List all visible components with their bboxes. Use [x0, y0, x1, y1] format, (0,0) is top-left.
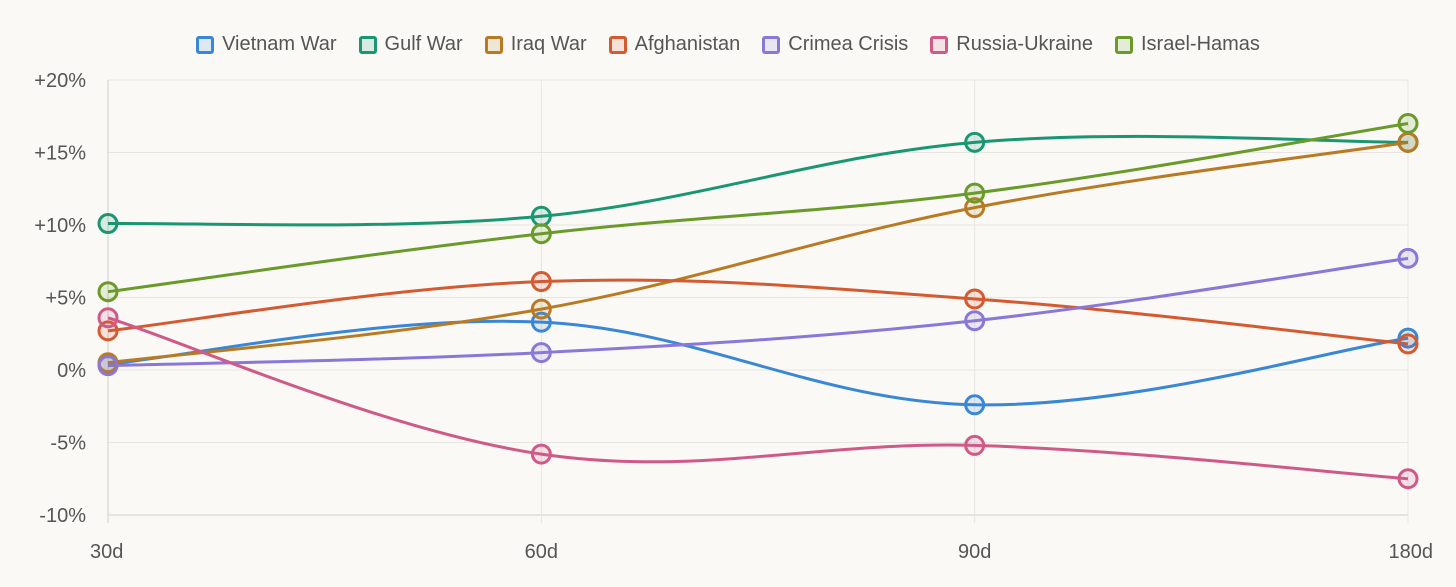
data-point — [530, 298, 552, 320]
data-point — [530, 443, 552, 465]
data-point — [97, 355, 119, 377]
data-point — [530, 271, 552, 293]
data-point — [97, 213, 119, 235]
chart-legend: Vietnam War Gulf War Iraq War Afghanistan Cr… — [0, 33, 1456, 56]
legend-label: Iraq War — [510, 33, 587, 55]
data-point — [530, 223, 552, 245]
x-tick-label: 180d — [1389, 541, 1434, 563]
data-point — [1397, 468, 1419, 490]
legend-swatch — [1115, 35, 1133, 54]
series-line — [107, 316, 1409, 481]
y-tick-label: 0% — [57, 360, 86, 382]
legend-label: Afghanistan — [634, 33, 741, 55]
data-point — [97, 281, 119, 303]
y-tick-label: +10% — [34, 215, 86, 237]
legend-swatch — [196, 35, 215, 54]
y-tick-label: -10% — [39, 505, 86, 527]
legend-label: Israel-Hamas — [1141, 33, 1260, 55]
data-point — [964, 131, 986, 153]
x-tick-label: 30d — [90, 541, 123, 563]
x-tick-label: 60d — [525, 541, 558, 563]
legend-label: Vietnam War — [222, 33, 337, 55]
y-tick-label: +15% — [34, 143, 86, 165]
legend-item[interactable]: Gulf War — [358, 33, 463, 56]
data-point — [1397, 327, 1419, 349]
legend-swatch — [358, 35, 377, 54]
data-point — [530, 342, 552, 364]
data-point — [964, 197, 986, 219]
series-line — [107, 122, 1409, 294]
data-point — [964, 182, 986, 204]
series-line — [107, 256, 1409, 368]
legend-label: Gulf War — [384, 33, 463, 55]
series-line — [107, 278, 1409, 346]
y-tick-label: -5% — [50, 433, 86, 455]
series-line — [107, 134, 1409, 227]
legend-label: Russia-Ukraine — [956, 33, 1093, 55]
legend-item[interactable]: Israel-Hamas — [1115, 33, 1260, 56]
data-point — [1397, 333, 1419, 355]
data-point — [97, 307, 119, 329]
data-point — [964, 288, 986, 310]
data-point — [964, 394, 986, 416]
data-point — [1397, 131, 1419, 153]
legend-swatch — [930, 35, 949, 54]
data-point — [964, 310, 986, 332]
legend-swatch — [608, 35, 627, 54]
legend-item[interactable]: Vietnam War — [196, 33, 337, 56]
legend-item[interactable]: Crimea Crisis — [762, 33, 908, 56]
legend-item[interactable]: Iraq War — [484, 33, 587, 56]
data-point — [1397, 247, 1419, 269]
data-point — [964, 434, 986, 456]
data-point — [530, 205, 552, 227]
legend-swatch — [762, 35, 781, 54]
y-tick-label: +20% — [34, 70, 86, 92]
legend-label: Crimea Crisis — [788, 33, 909, 55]
x-tick-label: 90d — [958, 541, 991, 563]
series-line — [107, 140, 1409, 365]
legend-item[interactable]: Afghanistan — [608, 33, 741, 56]
legend-item[interactable]: Russia-Ukraine — [930, 33, 1093, 56]
series-line — [107, 319, 1409, 407]
data-point — [1397, 113, 1419, 134]
y-tick-label: +5% — [45, 288, 86, 310]
legend-swatch — [484, 35, 503, 54]
